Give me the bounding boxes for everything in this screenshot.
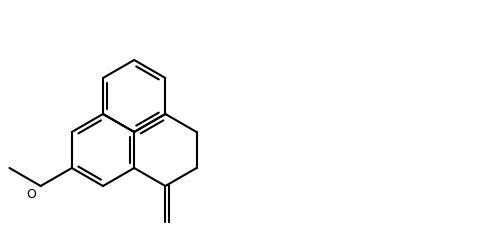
Text: O: O bbox=[26, 188, 36, 200]
